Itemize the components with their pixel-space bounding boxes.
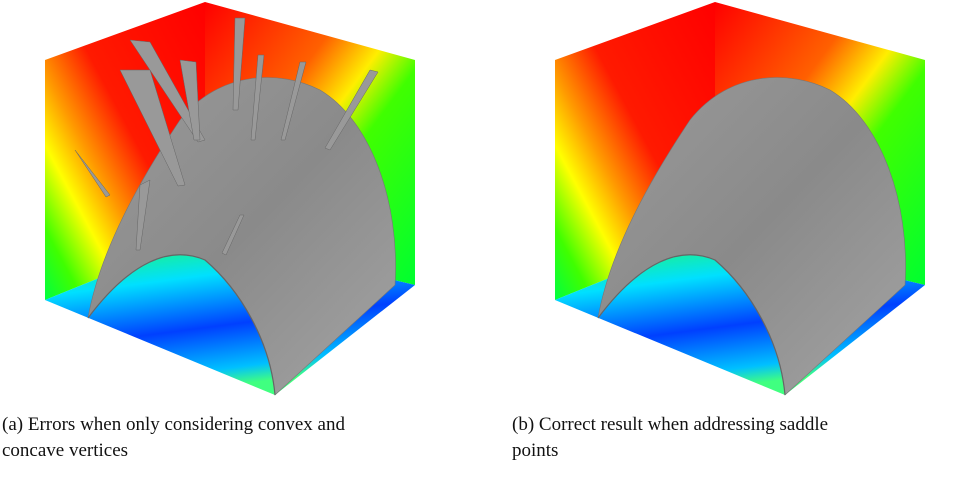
renderings <box>0 0 970 410</box>
caption: (a) Errors when only considering convex … <box>2 412 347 464</box>
caption: (b) Correct result when addressing saddl… <box>512 412 857 464</box>
figure-page: (a) Errors when only considering convex … <box>0 0 970 480</box>
rendering-b <box>555 2 925 395</box>
rendering-a <box>45 2 415 395</box>
